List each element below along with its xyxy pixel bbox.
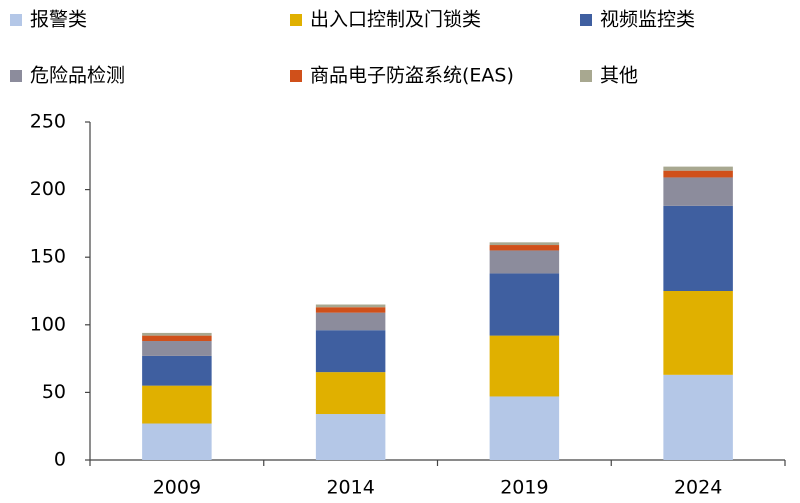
legend-swatch xyxy=(580,14,592,26)
y-tick-label: 100 xyxy=(30,313,66,335)
y-tick-label: 200 xyxy=(30,178,66,200)
legend-label: 危险品检测 xyxy=(30,65,125,87)
bar-segment xyxy=(489,335,560,397)
legend-swatch xyxy=(10,14,22,26)
legend-swatch xyxy=(580,70,592,82)
legend-label: 报警类 xyxy=(30,9,87,31)
bar-segment xyxy=(489,273,560,336)
x-tick-label: 2024 xyxy=(674,477,722,499)
legend-label: 其他 xyxy=(600,65,638,87)
legend-label: 商品电子防盗系统(EAS) xyxy=(310,65,514,87)
bar-segment xyxy=(315,307,386,313)
bar-segment xyxy=(142,355,212,386)
y-tick-label: 0 xyxy=(54,449,66,471)
y-tick-label: 250 xyxy=(30,111,66,133)
bar-segment xyxy=(489,396,560,460)
legend-swatch xyxy=(10,70,22,82)
bar-segment xyxy=(489,245,560,251)
legend-swatch xyxy=(290,14,302,26)
bar-segment xyxy=(663,374,733,460)
y-tick-label: 150 xyxy=(30,246,66,268)
bar-segment xyxy=(142,335,212,342)
bar-segment xyxy=(663,170,733,178)
y-tick-label: 50 xyxy=(42,381,66,403)
bar-segment xyxy=(315,312,386,331)
bar-segment xyxy=(315,372,386,415)
bar-segment xyxy=(663,291,733,375)
bar-segment xyxy=(489,250,560,274)
bar-segment xyxy=(663,205,733,291)
legend-swatch xyxy=(290,70,302,82)
bar-segment xyxy=(315,304,386,308)
bar-segment xyxy=(315,414,386,460)
x-tick-label: 2014 xyxy=(326,477,374,499)
bar-segment xyxy=(315,330,386,373)
bar-segment xyxy=(142,332,212,336)
bar-segment xyxy=(142,385,212,424)
x-tick-label: 2019 xyxy=(500,477,548,499)
bar-segment xyxy=(142,423,212,460)
bar-segment xyxy=(142,341,212,356)
legend-label: 出入口控制及门锁类 xyxy=(310,9,481,31)
bar-segment xyxy=(663,177,733,206)
bar-segment xyxy=(663,166,733,171)
bar-segment xyxy=(489,242,560,246)
legend-label: 视频监控类 xyxy=(600,9,695,31)
x-tick-label: 2009 xyxy=(153,477,201,499)
